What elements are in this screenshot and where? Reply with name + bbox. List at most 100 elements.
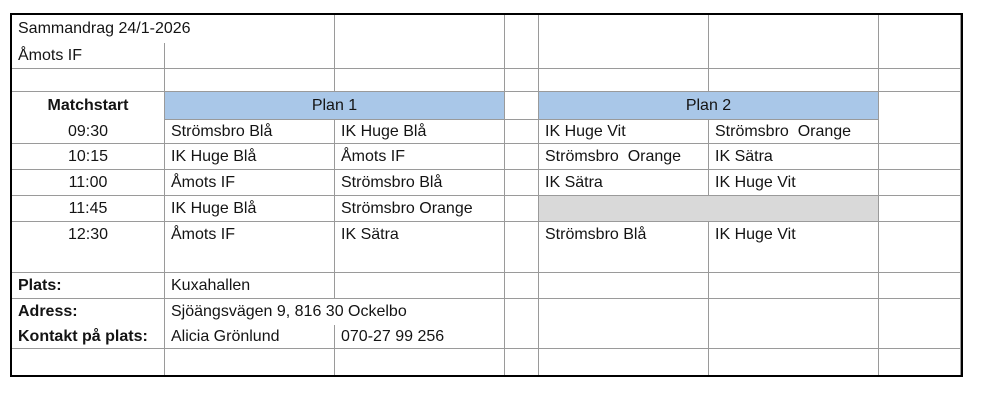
empty-cell <box>709 43 879 69</box>
plan1-home-cell: Åmots IF <box>165 170 335 196</box>
contact-phone-cell: 070-27 99 256 <box>335 325 505 349</box>
empty-cell <box>505 349 539 375</box>
venue-value-cell: Kuxahallen <box>165 273 335 299</box>
plan1-home-cell: IK Huge Blå <box>165 196 335 222</box>
venue-row: Plats: Kuxahallen <box>12 273 961 299</box>
plan1-away-cell: Åmots IF <box>335 144 505 170</box>
empty-cell <box>505 15 539 43</box>
empty-cell <box>879 349 961 375</box>
empty-cell <box>879 170 961 196</box>
empty-cell <box>879 144 961 170</box>
empty-cell <box>335 349 505 375</box>
gap-cell <box>505 144 539 170</box>
time-cell: 11:00 <box>12 170 165 196</box>
no-match-shaded-cell <box>539 196 879 222</box>
schedule-table: Sammandrag 24/1-2026 Åmots IF <box>10 13 963 377</box>
address-value-cell: Sjöängsvägen 9, 816 30 Ockelbo <box>171 303 407 320</box>
empty-cell <box>335 69 505 92</box>
matchstart-header-cell: Matchstart <box>12 92 165 120</box>
summary-title-cell: Sammandrag 24/1-2026 <box>18 20 191 37</box>
empty-cell <box>335 299 505 325</box>
title-row: Sammandrag 24/1-2026 <box>12 15 961 43</box>
gap-cell <box>505 222 539 273</box>
gap-cell <box>505 196 539 222</box>
plan1-away-cell: Strömsbro Orange <box>335 196 505 222</box>
gap-cell <box>505 170 539 196</box>
empty-cell <box>539 349 709 375</box>
empty-cell <box>709 15 879 43</box>
empty-cell <box>879 325 961 349</box>
empty-cell <box>12 349 165 375</box>
match-row: 10:15 IK Huge Blå Åmots IF Strömsbro Ora… <box>12 144 961 170</box>
plan2-away-cell: IK Huge Vit <box>709 170 879 196</box>
empty-cell <box>539 43 709 69</box>
empty-cell <box>12 69 165 92</box>
empty-cell <box>335 15 505 43</box>
match-row: 12:30 Åmots IF IK Sätra Strömsbro Blå IK… <box>12 222 961 273</box>
empty-cell <box>879 69 961 92</box>
contact-label-cell: Kontakt på plats: <box>12 325 165 349</box>
empty-cell <box>505 273 539 299</box>
empty-cell <box>505 325 539 349</box>
empty-cell <box>879 92 961 120</box>
empty-cell <box>335 43 505 69</box>
plan2-home-cell: Strömsbro Blå <box>539 222 709 273</box>
address-row: Adress: Sjöängsvägen 9, 816 30 Ockelbo <box>12 299 961 325</box>
empty-cell <box>505 299 539 325</box>
club-row: Åmots IF <box>12 43 961 69</box>
empty-cell <box>505 69 539 92</box>
time-cell: 10:15 <box>12 144 165 170</box>
spacer-row <box>12 349 961 375</box>
plan1-home-cell: Åmots IF <box>165 222 335 273</box>
plan1-away-cell: IK Huge Blå <box>335 120 505 144</box>
empty-cell <box>709 325 879 349</box>
empty-cell <box>335 273 505 299</box>
empty-cell <box>165 349 335 375</box>
club-name-cell: Åmots IF <box>12 43 165 69</box>
plan1-away-cell: IK Sätra <box>335 222 505 273</box>
plan1-home-cell: Strömsbro Blå <box>165 120 335 144</box>
empty-cell <box>539 15 709 43</box>
plan2-home-cell: Strömsbro Orange <box>539 144 709 170</box>
plan1-away-cell: Strömsbro Blå <box>335 170 505 196</box>
empty-cell <box>879 43 961 69</box>
plan2-home-cell: IK Sätra <box>539 170 709 196</box>
empty-cell <box>879 299 961 325</box>
empty-cell <box>709 349 879 375</box>
gap-cell <box>505 92 539 120</box>
gap-cell <box>505 120 539 144</box>
empty-cell <box>879 120 961 144</box>
empty-cell <box>165 15 335 43</box>
match-row: 11:45 IK Huge Blå Strömsbro Orange <box>12 196 961 222</box>
empty-cell <box>879 15 961 43</box>
time-cell: 12:30 <box>12 222 165 273</box>
contact-row: Kontakt på plats: Alicia Grönlund 070-27… <box>12 325 961 349</box>
plan2-away-cell: Strömsbro Orange <box>709 120 879 144</box>
spacer-row <box>12 69 961 92</box>
empty-cell <box>879 273 961 299</box>
empty-cell <box>539 273 709 299</box>
empty-cell <box>539 299 709 325</box>
time-cell: 09:30 <box>12 120 165 144</box>
empty-cell <box>165 69 335 92</box>
address-label-cell: Adress: <box>12 299 165 325</box>
venue-label-cell: Plats: <box>12 273 165 299</box>
time-cell: 11:45 <box>12 196 165 222</box>
empty-cell <box>539 69 709 92</box>
plan2-away-cell: IK Sätra <box>709 144 879 170</box>
empty-cell <box>709 69 879 92</box>
plan1-header-cell: Plan 1 <box>165 92 505 120</box>
header-row: Matchstart Plan 1 Plan 2 <box>12 92 961 120</box>
plan1-home-cell: IK Huge Blå <box>165 144 335 170</box>
empty-cell <box>709 299 879 325</box>
empty-cell <box>879 196 961 222</box>
empty-cell <box>165 43 335 69</box>
match-row: 09:30 Strömsbro Blå IK Huge Blå IK Huge … <box>12 120 961 144</box>
match-row: 11:00 Åmots IF Strömsbro Blå IK Sätra IK… <box>12 170 961 196</box>
empty-cell <box>505 43 539 69</box>
empty-cell <box>709 273 879 299</box>
plan2-header-cell: Plan 2 <box>539 92 879 120</box>
empty-cell <box>539 325 709 349</box>
empty-cell <box>879 222 961 273</box>
